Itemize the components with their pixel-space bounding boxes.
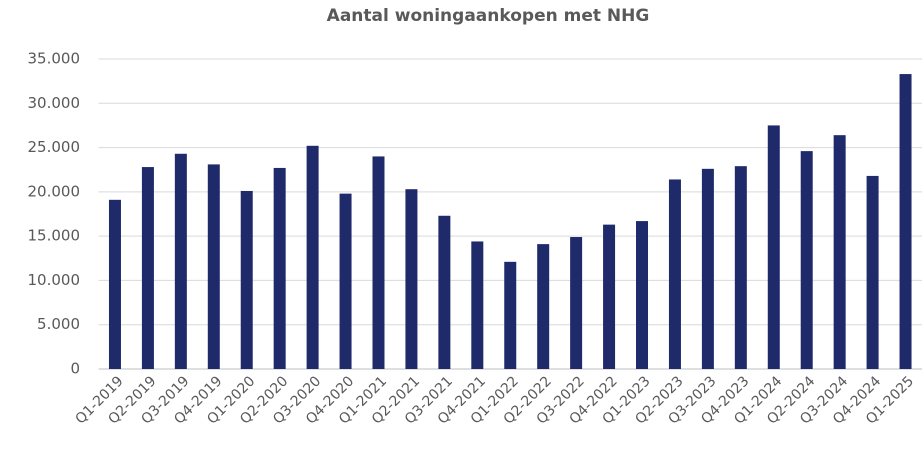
bar <box>800 151 813 369</box>
bar <box>537 244 550 369</box>
bar <box>207 164 220 369</box>
bar <box>405 189 418 369</box>
bar <box>141 167 154 369</box>
y-tick-label: 20.000 <box>28 182 81 200</box>
y-tick-label: 10.000 <box>28 271 81 289</box>
bar <box>108 199 121 369</box>
y-tick-label: 35.000 <box>28 50 81 68</box>
bar <box>866 175 879 369</box>
y-tick-label: 15.000 <box>28 227 81 245</box>
y-tick-label: 30.000 <box>28 94 81 112</box>
bar <box>899 74 912 370</box>
y-tick-label: 5.000 <box>37 315 80 333</box>
bar <box>767 125 780 369</box>
bar <box>306 145 319 369</box>
bar <box>734 166 747 369</box>
bar <box>273 167 286 369</box>
y-tick-label: 25.000 <box>28 138 81 156</box>
y-tick-label: 0 <box>70 360 80 378</box>
bar <box>636 221 649 369</box>
bar <box>339 193 352 369</box>
bar <box>372 156 385 369</box>
bar <box>471 241 484 369</box>
bar <box>174 153 187 369</box>
bar <box>701 168 714 369</box>
chart-title: Aantal woningaankopen met NHG <box>327 6 650 26</box>
bar <box>603 224 616 369</box>
bar <box>504 261 517 369</box>
bar <box>240 190 253 369</box>
bar <box>833 135 846 369</box>
bar <box>668 179 681 369</box>
bar <box>570 237 583 369</box>
bar <box>438 215 451 369</box>
